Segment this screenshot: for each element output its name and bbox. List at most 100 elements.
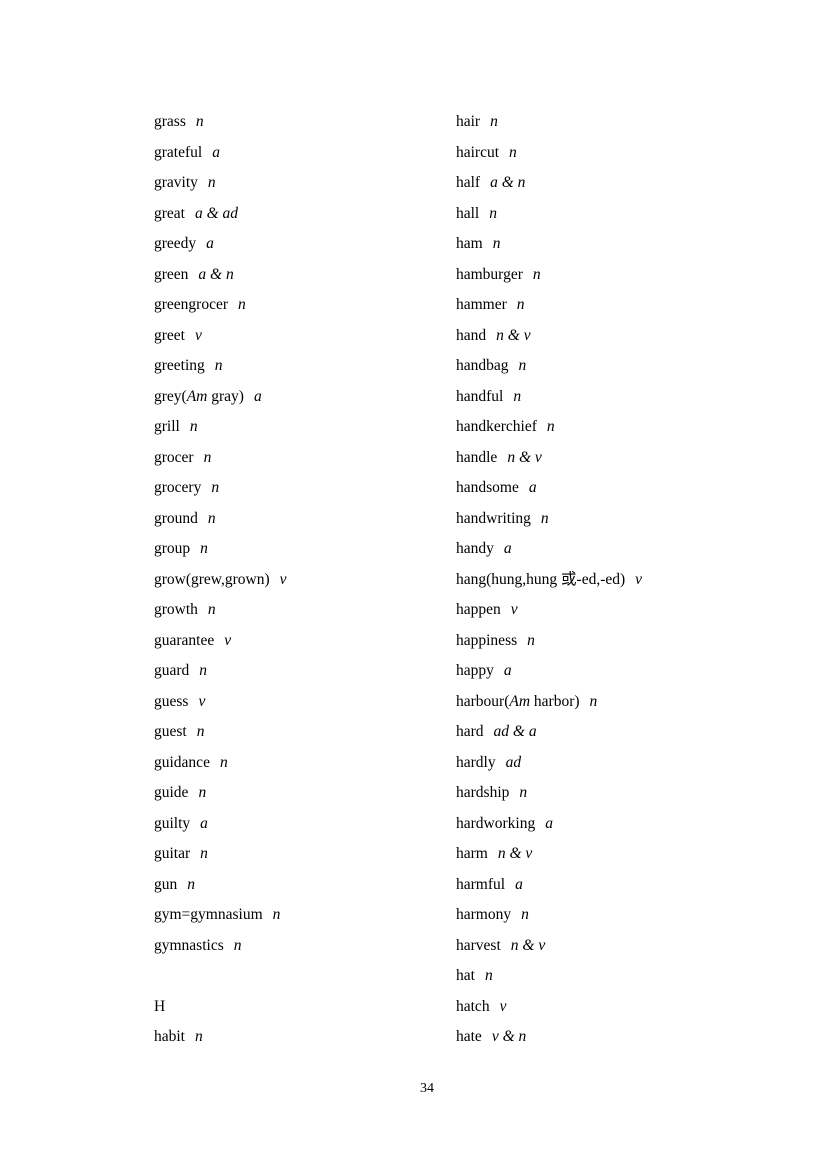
- pos-tag: a & n: [198, 265, 234, 283]
- pos-tag: n: [207, 509, 216, 527]
- word-text: ham: [456, 235, 483, 252]
- word-text: guide: [154, 784, 189, 801]
- pos-tag: n: [200, 540, 208, 557]
- word-text: grocer: [154, 448, 194, 466]
- pos-tag: v: [198, 692, 206, 710]
- word-entry: group n: [154, 534, 454, 565]
- pos-tag: a: [545, 814, 553, 832]
- word-text: guitar: [154, 845, 191, 862]
- word-entry: hall n: [456, 199, 816, 230]
- pos-tag: n: [233, 936, 242, 954]
- word-entry: happiness n: [456, 626, 816, 657]
- word-entry: grocery n: [154, 473, 454, 504]
- word-entry: hardworking a: [456, 809, 816, 840]
- word-entry: half a & n: [456, 168, 816, 199]
- word-text: happiness: [456, 631, 518, 649]
- pos-tag: a & n: [490, 174, 526, 191]
- word-entry: happen v: [456, 595, 816, 626]
- word-entry: haircut n: [456, 138, 816, 169]
- pos-tag: v: [499, 997, 507, 1015]
- word-entry: harbour(Am harbor) n: [456, 687, 816, 718]
- word-text: ground: [154, 509, 198, 527]
- word-list-column-right: hair n haircut n half a & n hall n ham n hamburger…: [456, 107, 816, 1053]
- word-entry: grateful a: [154, 138, 454, 169]
- pos-tag: n: [189, 418, 198, 435]
- word-entry: handful n: [456, 382, 816, 413]
- word-entry: greeting n: [154, 351, 454, 382]
- pos-tag: a: [200, 814, 208, 832]
- pos-tag: n: [527, 631, 535, 649]
- word-entry: harvest n & v: [456, 931, 816, 962]
- word-entry: guilty a: [154, 809, 454, 840]
- word-text: hatch: [456, 997, 490, 1015]
- pos-tag: n: [211, 479, 220, 496]
- word-entry: hat n: [456, 961, 816, 992]
- pos-tag: v: [510, 601, 518, 618]
- pos-tag: n: [200, 845, 208, 862]
- word-entry: handkerchief n: [456, 412, 816, 443]
- word-text: half: [456, 174, 481, 191]
- word-text: hard: [456, 723, 484, 740]
- word-text: hand: [456, 326, 487, 344]
- blank-line: [154, 961, 454, 992]
- word-entry: greengrocer n: [154, 290, 454, 321]
- word-text: guard: [154, 662, 190, 679]
- word-text: green: [154, 265, 189, 283]
- pos-tag: a: [206, 235, 214, 252]
- pos-tag: n: [195, 113, 204, 130]
- word-entry: grow(grew,grown) v: [154, 565, 454, 596]
- word-entry: hardship n: [456, 778, 816, 809]
- pos-tag: n: [546, 418, 555, 435]
- word-entry: gravity n: [154, 168, 454, 199]
- word-entry: guest n: [154, 717, 454, 748]
- pos-tag: n & v: [510, 936, 546, 954]
- word-entry: guidance n: [154, 748, 454, 779]
- pos-tag: n: [195, 1028, 203, 1045]
- word-entry: hate v & n: [456, 1022, 816, 1053]
- pos-tag: a: [515, 875, 523, 893]
- word-text: grass: [154, 113, 186, 130]
- section-letter: H: [154, 997, 166, 1015]
- word-text: gymnastics: [154, 936, 224, 954]
- pos-tag: n: [238, 296, 246, 313]
- word-text: greet: [154, 326, 185, 344]
- word-text: hammer: [456, 296, 507, 313]
- word-text: great: [154, 204, 185, 222]
- pos-tag: n: [187, 875, 195, 893]
- word-entry: ground n: [154, 504, 454, 535]
- pos-tag: n: [489, 204, 497, 222]
- word-text: handwriting: [456, 509, 531, 527]
- word-entry: happy a: [456, 656, 816, 687]
- word-entry: harmful a: [456, 870, 816, 901]
- word-entry: hard ad & a: [456, 717, 816, 748]
- pos-tag: a: [253, 387, 262, 405]
- pos-tag: n: [518, 357, 527, 374]
- word-text: guess: [154, 692, 189, 710]
- word-entry: grass n: [154, 107, 454, 138]
- pos-tag: a: [503, 662, 512, 679]
- pos-tag: n: [516, 296, 525, 313]
- word-text: grill: [154, 418, 180, 435]
- word-text: handbag: [456, 357, 509, 374]
- pos-tag: a: [528, 479, 537, 496]
- word-entry: handbag n: [456, 351, 816, 382]
- word-text: hat: [456, 967, 475, 984]
- word-entry: handle n & v: [456, 443, 816, 474]
- pos-tag: n: [199, 662, 208, 679]
- pos-tag: a: [212, 143, 220, 161]
- word-text: grow(grew,grown): [154, 570, 270, 588]
- pos-tag: ad: [505, 753, 522, 771]
- word-entry: guide n: [154, 778, 454, 809]
- word-entry: handsome a: [456, 473, 816, 504]
- word-text: hardship: [456, 784, 510, 801]
- pos-tag: n: [513, 387, 522, 405]
- pos-tag: v: [224, 631, 232, 649]
- word-entry: guess v: [154, 687, 454, 718]
- word-entry: gun n: [154, 870, 454, 901]
- word-entry: hand n & v: [456, 321, 816, 352]
- word-text: harmful: [456, 875, 506, 893]
- pos-tag: a: [503, 540, 512, 557]
- word-text: grateful: [154, 143, 203, 161]
- word-entry: hatch v: [456, 992, 816, 1023]
- word-text: happen: [456, 601, 501, 618]
